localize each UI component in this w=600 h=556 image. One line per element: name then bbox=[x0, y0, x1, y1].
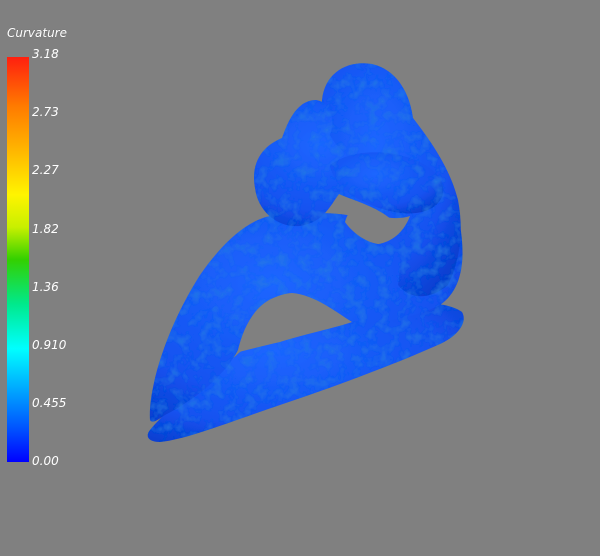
embrace-opening bbox=[345, 208, 410, 244]
colorbar-tick-label: 2.73 bbox=[32, 105, 59, 119]
colorbar-tick-label: 1.82 bbox=[32, 222, 59, 236]
sculpture-base bbox=[147, 302, 464, 442]
colorbar-title: Curvature bbox=[7, 26, 67, 40]
colorbar-tick-label: 0.00 bbox=[32, 454, 59, 468]
colorbar-tick-label: 0.910 bbox=[32, 338, 67, 352]
sculpture-arms bbox=[330, 152, 444, 214]
colorbar-tick-label: 3.18 bbox=[32, 47, 59, 61]
arch-opening bbox=[238, 293, 352, 352]
sculpture-body bbox=[149, 206, 463, 422]
colorbar-tick-label: 0.455 bbox=[32, 396, 67, 410]
colorbar-tick-label: 2.27 bbox=[32, 163, 59, 177]
colorbar-tick-label: 1.36 bbox=[32, 280, 59, 294]
curvature-colorbar bbox=[7, 57, 29, 462]
